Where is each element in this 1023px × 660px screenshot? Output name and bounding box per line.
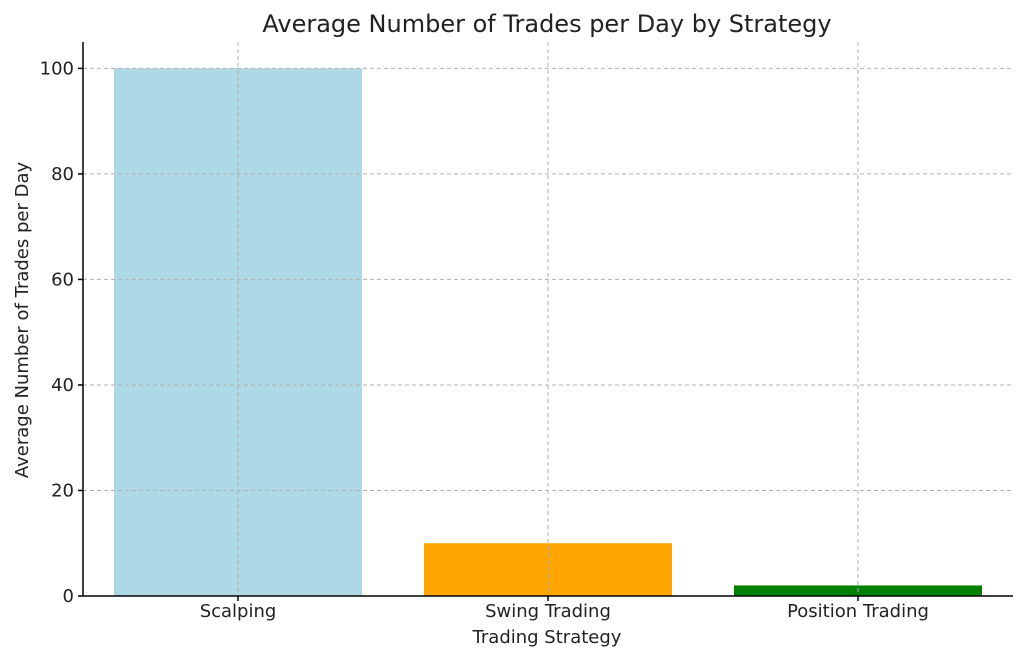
- x-tick-label: Swing Trading: [485, 601, 611, 622]
- x-ticks: Scalping Swing Trading Position Trading: [200, 596, 929, 622]
- chart-title: Average Number of Trades per Day by Stra…: [262, 10, 831, 38]
- x-tick-label: Scalping: [200, 601, 277, 622]
- x-axis-label: Trading Strategy: [472, 627, 622, 648]
- y-ticks: 0 20 40 60 80 100: [40, 58, 83, 607]
- y-tick-label: 100: [40, 58, 74, 79]
- x-tick-label: Position Trading: [787, 601, 929, 622]
- y-axis-label: Average Number of Trades per Day: [12, 162, 33, 479]
- y-tick-label: 40: [51, 375, 74, 396]
- grid: [83, 42, 1013, 596]
- y-tick-label: 20: [51, 480, 74, 501]
- y-tick-label: 60: [51, 269, 74, 290]
- y-tick-label: 0: [63, 586, 74, 607]
- y-tick-label: 80: [51, 164, 74, 185]
